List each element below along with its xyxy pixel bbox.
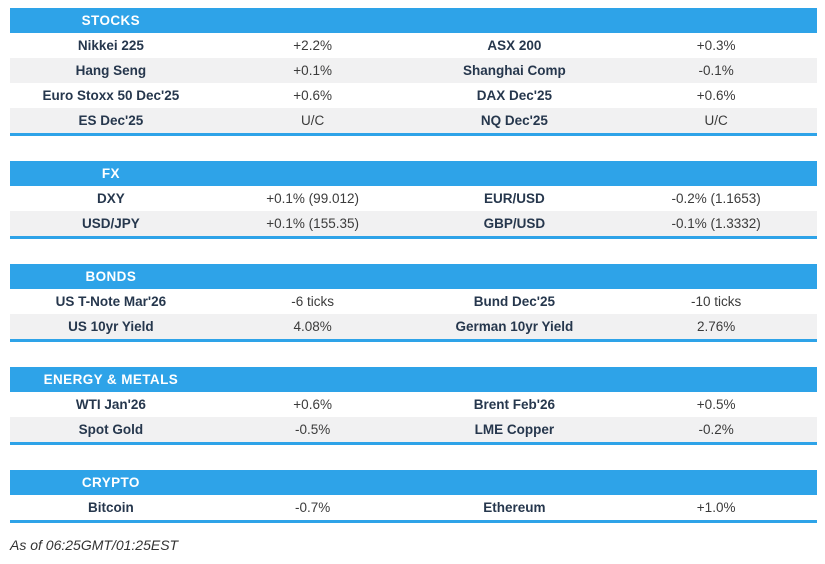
instrument-value: -0.2% — [698, 422, 734, 437]
section-header-bar: FX — [10, 161, 817, 186]
instrument-value: -0.1% (1.3332) — [671, 216, 761, 231]
market-summary-table: STOCKS Nikkei 225 +2.2% ASX 200 +0.3% Hang Se… — [10, 8, 817, 523]
instrument-name: Hang Seng — [75, 63, 147, 78]
sections-root: STOCKS Nikkei 225 +2.2% ASX 200 +0.3% Hang Se… — [10, 8, 817, 523]
section-title: ENERGY & METALS — [43, 372, 179, 387]
section-title: BONDS — [85, 269, 137, 284]
instrument-value: -6 ticks — [291, 294, 334, 309]
instrument-name: Brent Feb'26 — [473, 397, 555, 412]
instrument-value: -0.5% — [294, 422, 331, 437]
table-row: US T-Note Mar'26 -6 ticks Bund Dec'25 -10 t… — [10, 289, 817, 314]
section-title: CRYPTO — [81, 475, 140, 490]
instrument-value: +0.5% — [696, 397, 736, 412]
instrument-name: Bund Dec'25 — [473, 294, 555, 309]
instrument-value: +0.1% (99.012) — [266, 191, 359, 206]
instrument-value: U/C — [704, 113, 728, 128]
section-crypto: CRYPTO Bitcoin -0.7% Ethereum +1.0% — [10, 470, 817, 523]
instrument-value: +0.1% — [293, 63, 332, 78]
instrument-name: US T-Note Mar'26 — [55, 294, 167, 309]
table-row: Spot Gold -0.5% LME Copper -0.2% — [10, 417, 817, 442]
instrument-value: +2.2% — [293, 38, 332, 53]
section-header-bar: ENERGY & METALS — [10, 367, 817, 392]
table-row: Bitcoin -0.7% Ethereum +1.0% — [10, 495, 817, 520]
instrument-name: Nikkei 225 — [77, 38, 144, 53]
section-title: FX — [101, 166, 120, 181]
instrument-value: -10 ticks — [690, 294, 742, 309]
instrument-value: -0.2% (1.1653) — [671, 191, 761, 206]
instrument-name: ES Dec'25 — [78, 113, 144, 128]
instrument-name: NQ Dec'25 — [480, 113, 548, 128]
section-header-bar: STOCKS — [10, 8, 817, 33]
instrument-value: 4.08% — [293, 319, 332, 334]
section-header-bar: BONDS — [10, 264, 817, 289]
section-energy-metals: ENERGY & METALS WTI Jan'26 +0.6% Brent Feb'… — [10, 367, 817, 445]
section-title: STOCKS — [81, 13, 141, 28]
section-bonds: BONDS US T-Note Mar'26 -6 ticks Bund Dec'25… — [10, 264, 817, 342]
instrument-value: +0.3% — [696, 38, 736, 53]
instrument-name: Shanghai Comp — [462, 63, 566, 78]
instrument-name: Spot Gold — [78, 422, 144, 437]
instrument-value: +0.6% — [293, 88, 332, 103]
instrument-value: +0.6% — [293, 397, 332, 412]
section-header-bar: CRYPTO — [10, 470, 817, 495]
table-row: USD/JPY +0.1% (155.35) GBP/USD -0.1% (1.333… — [10, 211, 817, 236]
instrument-value: 2.76% — [696, 319, 736, 334]
instrument-name: EUR/USD — [483, 191, 545, 206]
instrument-name: German 10yr Yield — [455, 319, 574, 334]
instrument-value: +0.6% — [696, 88, 736, 103]
section-fx: FX DXY +0.1% (99.012) EUR/USD -0.2% (1.1653)… — [10, 161, 817, 239]
instrument-value: U/C — [301, 113, 325, 128]
instrument-value: +0.1% (155.35) — [266, 216, 359, 231]
table-row: DXY +0.1% (99.012) EUR/USD -0.2% (1.1653) — [10, 186, 817, 211]
instrument-name: USD/JPY — [81, 216, 140, 231]
instrument-name: US 10yr Yield — [68, 319, 154, 334]
instrument-value: -0.7% — [294, 500, 331, 515]
instrument-name: Euro Stoxx 50 Dec'25 — [42, 88, 180, 103]
table-row: ES Dec'25 U/C NQ Dec'25 U/C — [10, 108, 817, 133]
instrument-name: ASX 200 — [487, 38, 542, 53]
instrument-name: Bitcoin — [88, 500, 134, 515]
instrument-value: +1.0% — [696, 500, 736, 515]
section-stocks: STOCKS Nikkei 225 +2.2% ASX 200 +0.3% Hang Se… — [10, 8, 817, 136]
instrument-name: LME Copper — [474, 422, 555, 437]
as-of-timestamp: As of 06:25GMT/01:25EST — [10, 537, 179, 553]
instrument-name: DXY — [96, 191, 125, 206]
instrument-name: Ethereum — [483, 500, 546, 515]
instrument-name: WTI Jan'26 — [75, 397, 146, 412]
instrument-value: -0.1% — [698, 63, 734, 78]
table-row: Nikkei 225 +2.2% ASX 200 +0.3% — [10, 33, 817, 58]
table-row: WTI Jan'26 +0.6% Brent Feb'26 +0.5% — [10, 392, 817, 417]
table-row: Hang Seng +0.1% Shanghai Comp -0.1% — [10, 58, 817, 83]
instrument-name: DAX Dec'25 — [476, 88, 552, 103]
instrument-name: GBP/USD — [483, 216, 546, 231]
table-row: Euro Stoxx 50 Dec'25 +0.6% DAX Dec'25 +0.6% — [10, 83, 817, 108]
table-row: US 10yr Yield 4.08% German 10yr Yield 2.76% — [10, 314, 817, 339]
